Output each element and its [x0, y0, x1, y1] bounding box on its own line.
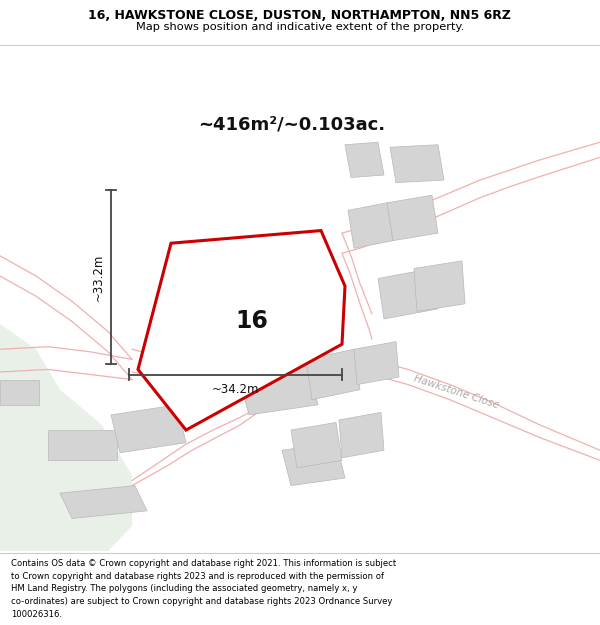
Polygon shape: [414, 261, 465, 311]
Polygon shape: [48, 430, 117, 461]
Polygon shape: [306, 349, 360, 400]
Polygon shape: [378, 269, 438, 319]
Text: 16: 16: [236, 309, 268, 334]
Text: ~416m²/~0.103ac.: ~416m²/~0.103ac.: [198, 116, 385, 134]
Polygon shape: [111, 405, 186, 452]
Polygon shape: [345, 142, 384, 177]
Polygon shape: [0, 379, 39, 405]
Polygon shape: [174, 304, 249, 367]
Polygon shape: [339, 412, 384, 458]
Text: Hawkstone Close: Hawkstone Close: [412, 374, 500, 411]
Text: Contains OS data © Crown copyright and database right 2021. This information is : Contains OS data © Crown copyright and d…: [11, 559, 396, 568]
Text: ~34.2m: ~34.2m: [212, 383, 259, 396]
Polygon shape: [237, 359, 318, 415]
Text: HM Land Registry. The polygons (including the associated geometry, namely x, y: HM Land Registry. The polygons (includin…: [11, 584, 357, 594]
Polygon shape: [390, 145, 444, 182]
Polygon shape: [282, 442, 345, 486]
Polygon shape: [138, 231, 345, 430]
Text: 16, HAWKSTONE CLOSE, DUSTON, NORTHAMPTON, NN5 6RZ: 16, HAWKSTONE CLOSE, DUSTON, NORTHAMPTON…: [89, 9, 511, 22]
Text: to Crown copyright and database rights 2023 and is reproduced with the permissio: to Crown copyright and database rights 2…: [11, 571, 384, 581]
Polygon shape: [387, 195, 438, 241]
Text: co-ordinates) are subject to Crown copyright and database rights 2023 Ordnance S: co-ordinates) are subject to Crown copyr…: [11, 598, 392, 606]
Text: 100026316.: 100026316.: [11, 610, 62, 619]
Text: ~33.2m: ~33.2m: [91, 254, 104, 301]
Polygon shape: [60, 486, 147, 518]
Polygon shape: [291, 422, 342, 468]
Text: Map shows position and indicative extent of the property.: Map shows position and indicative extent…: [136, 22, 464, 32]
Polygon shape: [348, 202, 393, 248]
Polygon shape: [354, 342, 399, 384]
Polygon shape: [0, 324, 132, 551]
